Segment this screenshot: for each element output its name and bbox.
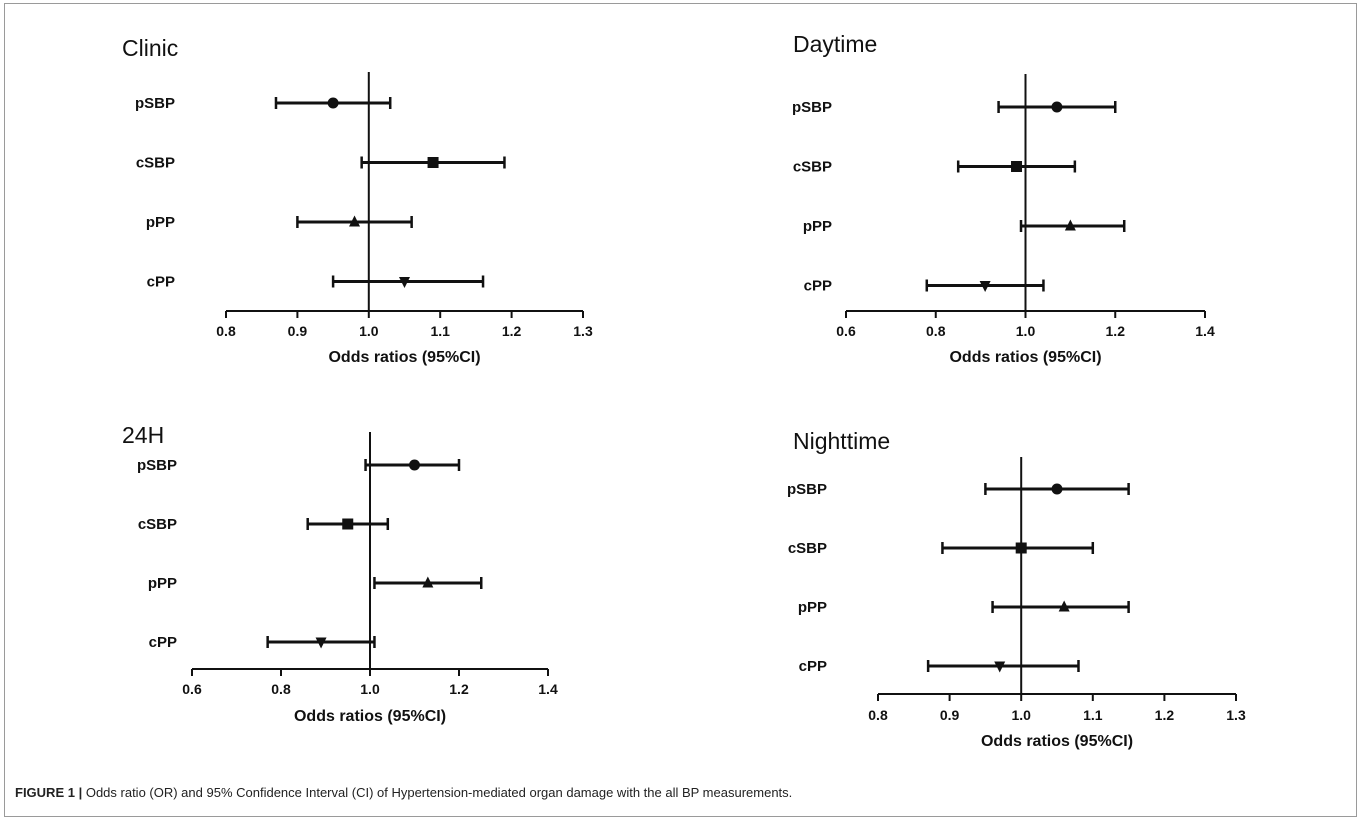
panel-1-x-axis-title: Odds ratios (95%CI) <box>328 349 480 366</box>
caption-text: Odds ratio (OR) and 95% Confidence Inter… <box>85 785 793 800</box>
panel-3-x-tick-label: 0.6 <box>182 681 202 697</box>
panel-2-x-axis-title: Odds ratios (95%CI) <box>949 349 1101 366</box>
panel-3-or-point-triangle-down <box>315 637 327 649</box>
panel-4-x-axis-title: Odds ratios (95%CI) <box>981 733 1133 750</box>
panel-3-title: 24H <box>122 422 164 448</box>
panel-1-row-label: pPP <box>146 214 175 231</box>
panel-4-x-tick-label: 1.0 <box>1011 707 1031 723</box>
panel-2-x-tick-label: 1.2 <box>1106 323 1126 339</box>
panel-3-or-point-triangle-up <box>422 576 434 588</box>
panel-2-row-label: pPP <box>803 218 832 235</box>
panel-4-title: Nighttime <box>793 428 890 454</box>
panel-2-title: Daytime <box>793 31 877 57</box>
panel-2-or-point-triangle-up <box>1064 219 1076 231</box>
panel-4-or-point-triangle-up <box>1058 600 1070 612</box>
panel-4-x-tick-label: 0.9 <box>940 707 960 723</box>
panel-1-row-label: cSBP <box>136 155 175 172</box>
panel-2-x-tick-label: 0.6 <box>836 323 856 339</box>
panel-4-or-point-square <box>1015 542 1027 554</box>
panel-3-row-label: pSBP <box>137 457 177 474</box>
panel-1-row-label: cPP <box>147 274 175 291</box>
panel-4-row-label: pPP <box>798 599 827 616</box>
panel-3-row-label: cPP <box>149 634 177 651</box>
panel-1-or-point-triangle-up <box>349 215 361 227</box>
figure-frame <box>4 3 1357 817</box>
figure-caption: FIGURE 1 | Odds ratio (OR) and 95% Confi… <box>15 785 792 800</box>
panel-1-x-tick-label: 0.9 <box>288 323 308 339</box>
panel-1-x-tick-label: 1.1 <box>430 323 450 339</box>
panel-3-x-tick-label: 1.2 <box>449 681 469 697</box>
panel-1-title: Clinic <box>122 35 178 61</box>
panel-4-x-tick-label: 1.2 <box>1155 707 1175 723</box>
panel-1-or-point-square <box>427 157 439 168</box>
panel-3-or-point-square <box>342 518 354 530</box>
panel-3-or-point-circle <box>409 459 420 471</box>
panel-4-row-label: pSBP <box>787 481 827 498</box>
panel-3-x-axis-title: Odds ratios (95%CI) <box>294 708 446 725</box>
panel-1-row-label: pSBP <box>135 95 175 112</box>
panel-2-or-point-circle <box>1051 101 1063 113</box>
panel-1-x-tick-label: 0.8 <box>216 323 236 339</box>
panel-1-or-point-triangle-down <box>399 277 410 288</box>
panel-2-or-point-square <box>1011 161 1023 172</box>
caption-label: FIGURE 1 | <box>15 785 83 800</box>
panel-2-x-tick-label: 1.4 <box>1195 323 1215 339</box>
panel-3-row-label: cSBP <box>138 516 177 533</box>
panel-1-x-tick-label: 1.3 <box>573 323 593 339</box>
panel-2-or-point-triangle-down <box>979 281 991 292</box>
panel-2-row-label: pSBP <box>792 99 832 116</box>
panel-2-row-label: cSBP <box>793 159 832 176</box>
panel-4-row-label: cSBP <box>788 540 827 557</box>
panel-4-or-point-triangle-down <box>994 661 1006 673</box>
panel-4-x-tick-label: 1.1 <box>1083 707 1103 723</box>
panel-4-or-point-circle <box>1051 483 1063 495</box>
panel-2-x-tick-label: 0.8 <box>926 323 946 339</box>
panel-1-x-tick-label: 1.0 <box>359 323 379 339</box>
panel-3-x-tick-label: 1.4 <box>538 681 558 697</box>
panel-3-row-label: pPP <box>148 575 177 592</box>
panel-1-x-tick-label: 1.2 <box>502 323 522 339</box>
panel-4-row-label: cPP <box>799 658 827 675</box>
panel-2-row-label: cPP <box>804 278 832 295</box>
panel-1-or-point-circle <box>327 97 339 109</box>
panel-3-x-tick-label: 1.0 <box>360 681 380 697</box>
panel-4-x-tick-label: 0.8 <box>868 707 888 723</box>
panel-3-x-tick-label: 0.8 <box>271 681 291 697</box>
panel-2-x-tick-label: 1.0 <box>1016 323 1036 339</box>
panel-4-x-tick-label: 1.3 <box>1226 707 1246 723</box>
